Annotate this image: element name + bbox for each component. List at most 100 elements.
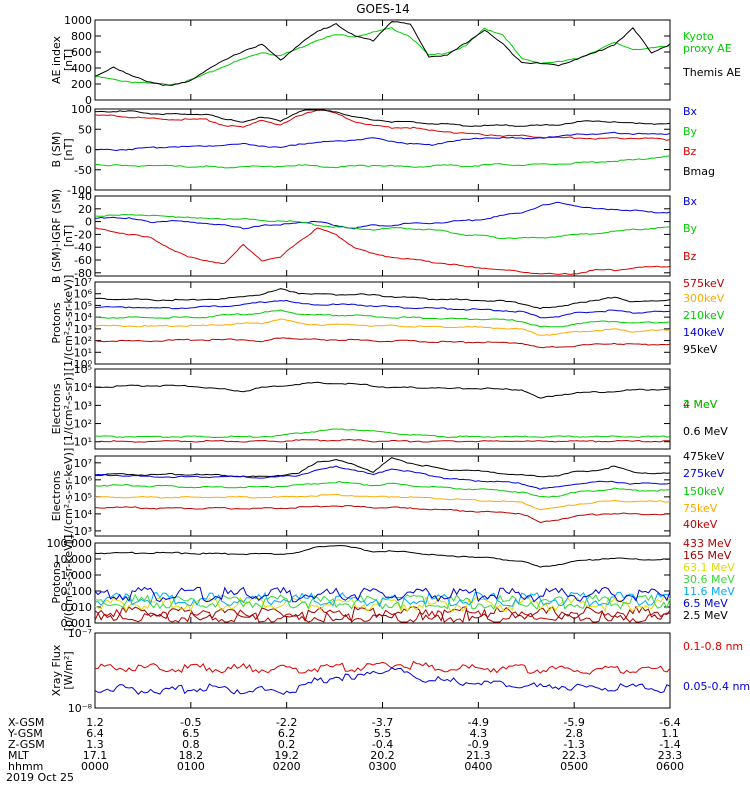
y-tick-label: 10⁷ (74, 457, 92, 470)
legend-entry: 2.5 MeV (683, 609, 728, 622)
y-axis-label-line: Xray Flux (50, 644, 63, 696)
footer-row-label: hhmm (8, 760, 43, 773)
y-tick-label: -100 (67, 184, 92, 197)
y-axis-label-line: [p/(cm²-s-sr-keV)] (62, 535, 75, 632)
footer-value: 4.3 (470, 727, 488, 740)
panel-7: 0.0010.0100.1001.00010.000100.000Protons… (47, 535, 736, 632)
y-tick-label: 10⁵ (74, 363, 92, 376)
series-line-bz (94, 109, 671, 141)
series-line-63-1-mev (94, 595, 671, 613)
footer-value: 0.8 (182, 738, 200, 751)
panel-4: 10⁰10¹10²10³10⁴10⁵10⁶10⁷Protons[1/(cm²-s… (50, 275, 725, 372)
legend-entry: Themis AE (682, 66, 741, 79)
y-axis-label-line: Electrons (50, 470, 63, 521)
y-tick-label: 1000 (64, 14, 92, 27)
y-tick-label: 10³ (74, 323, 92, 336)
y-axis-label: Electrons[1/(cm²-s-sr)] (50, 373, 75, 446)
series-line-95kev (94, 288, 671, 310)
footer-value: 6.4 (86, 727, 104, 740)
y-tick-label: 600 (71, 46, 92, 59)
footer-value: 6.2 (278, 727, 296, 740)
y-tick-label: -50 (74, 164, 92, 177)
series-line-bz (94, 227, 671, 275)
legend-entry: 40keV (683, 518, 718, 531)
y-axis-label-line: Protons (50, 302, 63, 343)
series-line-0-1-0-8-nm (95, 660, 671, 675)
footer-value: 21.3 (466, 749, 491, 762)
legend-entry-line: Bx (683, 105, 698, 118)
legend-entry: 11.6 MeV (683, 585, 735, 598)
y-axis-label: Xray Flux[W/m²] (50, 644, 75, 696)
series-line-4-mev (94, 438, 670, 443)
footer-value: -0.9 (468, 738, 489, 751)
footer-value: -4.9 (468, 716, 489, 729)
series-line-433-mev (94, 608, 671, 623)
y-tick-label: 10⁶ (74, 474, 93, 487)
y-axis-label: Electrons[1/(cm²-s-sr-keV)] (50, 448, 75, 545)
footer-value: -5.9 (563, 716, 584, 729)
footer-value: -0.4 (372, 738, 393, 751)
series-line-0-05-0-4-nm (94, 667, 671, 696)
y-tick-label: 0.010 (61, 601, 93, 614)
panel-2: -100 -50 0 50 100 B (SM)[nT] Bx By Bz Bmag (50, 103, 715, 197)
y-tick-label: 1.000 (61, 569, 93, 582)
series-line-575kev (94, 337, 671, 349)
series-line-30-6-mev (94, 593, 671, 610)
series-line-2-5-mev (94, 545, 671, 568)
legend-entry-line: 575keV (683, 277, 725, 290)
legend-entry-line: 433 MeV (683, 537, 732, 550)
y-tick-label: 800 (71, 30, 92, 43)
legend-entry: 4 MeV (683, 398, 718, 411)
y-tick-label: 0 (85, 216, 92, 229)
series-line-bmag (95, 109, 671, 127)
y-tick-label: -60 (74, 254, 92, 267)
legend-entry: 150keV (683, 485, 725, 498)
series-line-bx (95, 131, 671, 152)
footer-value: 0500 (560, 760, 588, 773)
legend-entry: 95keV (683, 343, 718, 356)
legend-entry: 575keV (683, 277, 725, 290)
legend-entry: 75keV (683, 502, 718, 515)
legend-entry-line: 95keV (683, 343, 718, 356)
y-tick-label: 10.000 (54, 553, 93, 566)
footer-value: 0300 (369, 760, 397, 773)
legend-entry: 140keV (683, 326, 725, 339)
y-tick-label: 10⁴ (74, 381, 93, 394)
y-axis-label-line: [1/(cm²-s-sr)] (62, 373, 75, 446)
legend-entry: 63.1 MeV (683, 561, 735, 574)
footer-value: 0100 (177, 760, 205, 773)
y-tick-label: 10¹ (74, 436, 92, 449)
series-line-210kev (94, 309, 671, 328)
y-tick-label: 20 (78, 203, 92, 216)
legend-entry-line: proxy AE (683, 42, 732, 55)
footer-value: 19.2 (274, 749, 299, 762)
y-axis-label-line: [nT] (62, 49, 75, 71)
series-line-kyoto-proxy-ae (94, 27, 671, 86)
y-axis-label-line: B (SM) (50, 131, 63, 167)
legend-entry-line: 30.6 MeV (683, 573, 735, 586)
footer-value: 1.3 (86, 738, 104, 751)
y-tick-label: 10² (74, 335, 92, 348)
series-line-bx (94, 201, 671, 230)
y-axis-label: B (SM)[nT] (50, 131, 75, 167)
y-tick-label: 10⁻⁷ (68, 627, 92, 640)
y-tick-label: -20 (74, 228, 92, 241)
legend-entry-line: 150keV (683, 485, 725, 498)
legend-entry: Bx (683, 195, 698, 208)
panel-frame (94, 632, 671, 709)
legend-entry-line: Themis AE (682, 66, 741, 79)
series-line-themis-ae (94, 21, 671, 86)
y-tick-label: 10³ (74, 525, 92, 538)
footer-value: 0600 (656, 760, 684, 773)
footer-value: -0.5 (180, 716, 201, 729)
legend-entry-line: 11.6 MeV (683, 585, 735, 598)
y-tick-label: 200 (71, 78, 92, 91)
y-tick-label: 10⁰ (74, 358, 93, 371)
legend-entry: By (683, 222, 698, 235)
series-line-6-5-mev (94, 586, 671, 603)
legend-entry-line: 2.5 MeV (683, 609, 728, 622)
series-line-2-mev (94, 428, 671, 439)
